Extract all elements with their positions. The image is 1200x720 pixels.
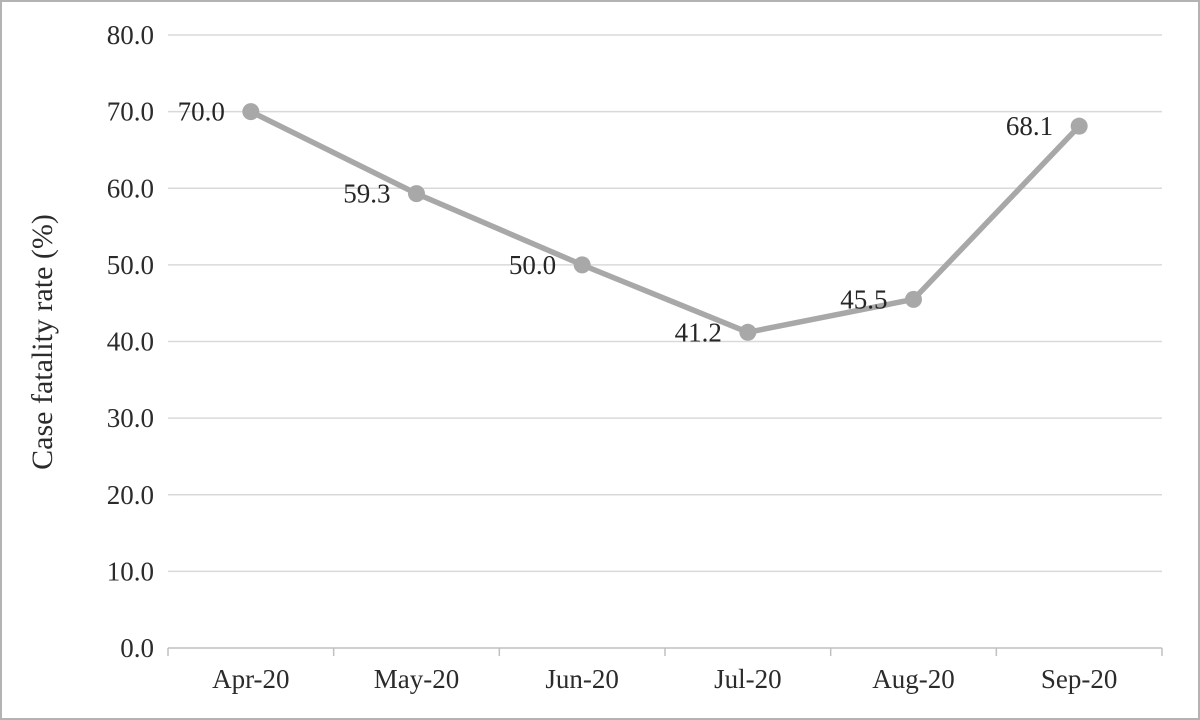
y-tick-label: 80.0 xyxy=(107,20,154,50)
y-tick-label: 0.0 xyxy=(120,633,154,663)
y-tick-label: 20.0 xyxy=(107,480,154,510)
data-point-label: 41.2 xyxy=(675,317,722,347)
gridlines-group xyxy=(168,34,1162,573)
x-tick-label: Sep-20 xyxy=(1041,664,1118,694)
y-tick-label: 60.0 xyxy=(107,173,154,203)
data-point-marker xyxy=(573,256,591,274)
data-point-marker xyxy=(739,323,757,341)
data-point-label: 59.3 xyxy=(343,179,390,209)
series-line xyxy=(248,108,1082,336)
y-tick-label: 50.0 xyxy=(107,250,154,280)
data-point-marker xyxy=(905,290,922,308)
series-group xyxy=(242,103,1088,341)
data-point-marker xyxy=(1070,117,1088,135)
x-tick-label: Jun-20 xyxy=(545,664,619,694)
y-axis-title: Case fatality rate (%) xyxy=(26,214,59,470)
x-tick-label: Jul-20 xyxy=(714,664,782,694)
data-point-label: 45.5 xyxy=(840,284,887,314)
data-point-label: 68.1 xyxy=(1006,111,1053,141)
y-tick-labels-group: 0.0 10.0 20.0 30.0 40.0 50.0 60.0 70.0 80.0 xyxy=(107,20,154,663)
data-labels-group: 70.0 59.3 50.0 41.2 45.5 68.1 xyxy=(178,97,1054,348)
data-point-marker xyxy=(242,103,260,121)
x-tick-label: Aug-20 xyxy=(872,664,955,694)
data-point-label: 50.0 xyxy=(509,250,556,280)
x-tick-label: May-20 xyxy=(374,664,459,694)
x-tick-labels-group: Apr-20 May-20 Jun-20 Jul-20 Aug-20 Sep-20 xyxy=(212,664,1117,694)
x-axis-group xyxy=(167,647,1163,656)
data-point-marker xyxy=(408,185,425,203)
data-point-label: 70.0 xyxy=(178,97,225,127)
y-tick-label: 40.0 xyxy=(107,327,154,357)
y-tick-label: 10.0 xyxy=(107,556,154,586)
y-tick-label: 30.0 xyxy=(107,403,154,433)
y-tick-label: 70.0 xyxy=(107,97,154,127)
x-tick-label: Apr-20 xyxy=(212,664,289,694)
